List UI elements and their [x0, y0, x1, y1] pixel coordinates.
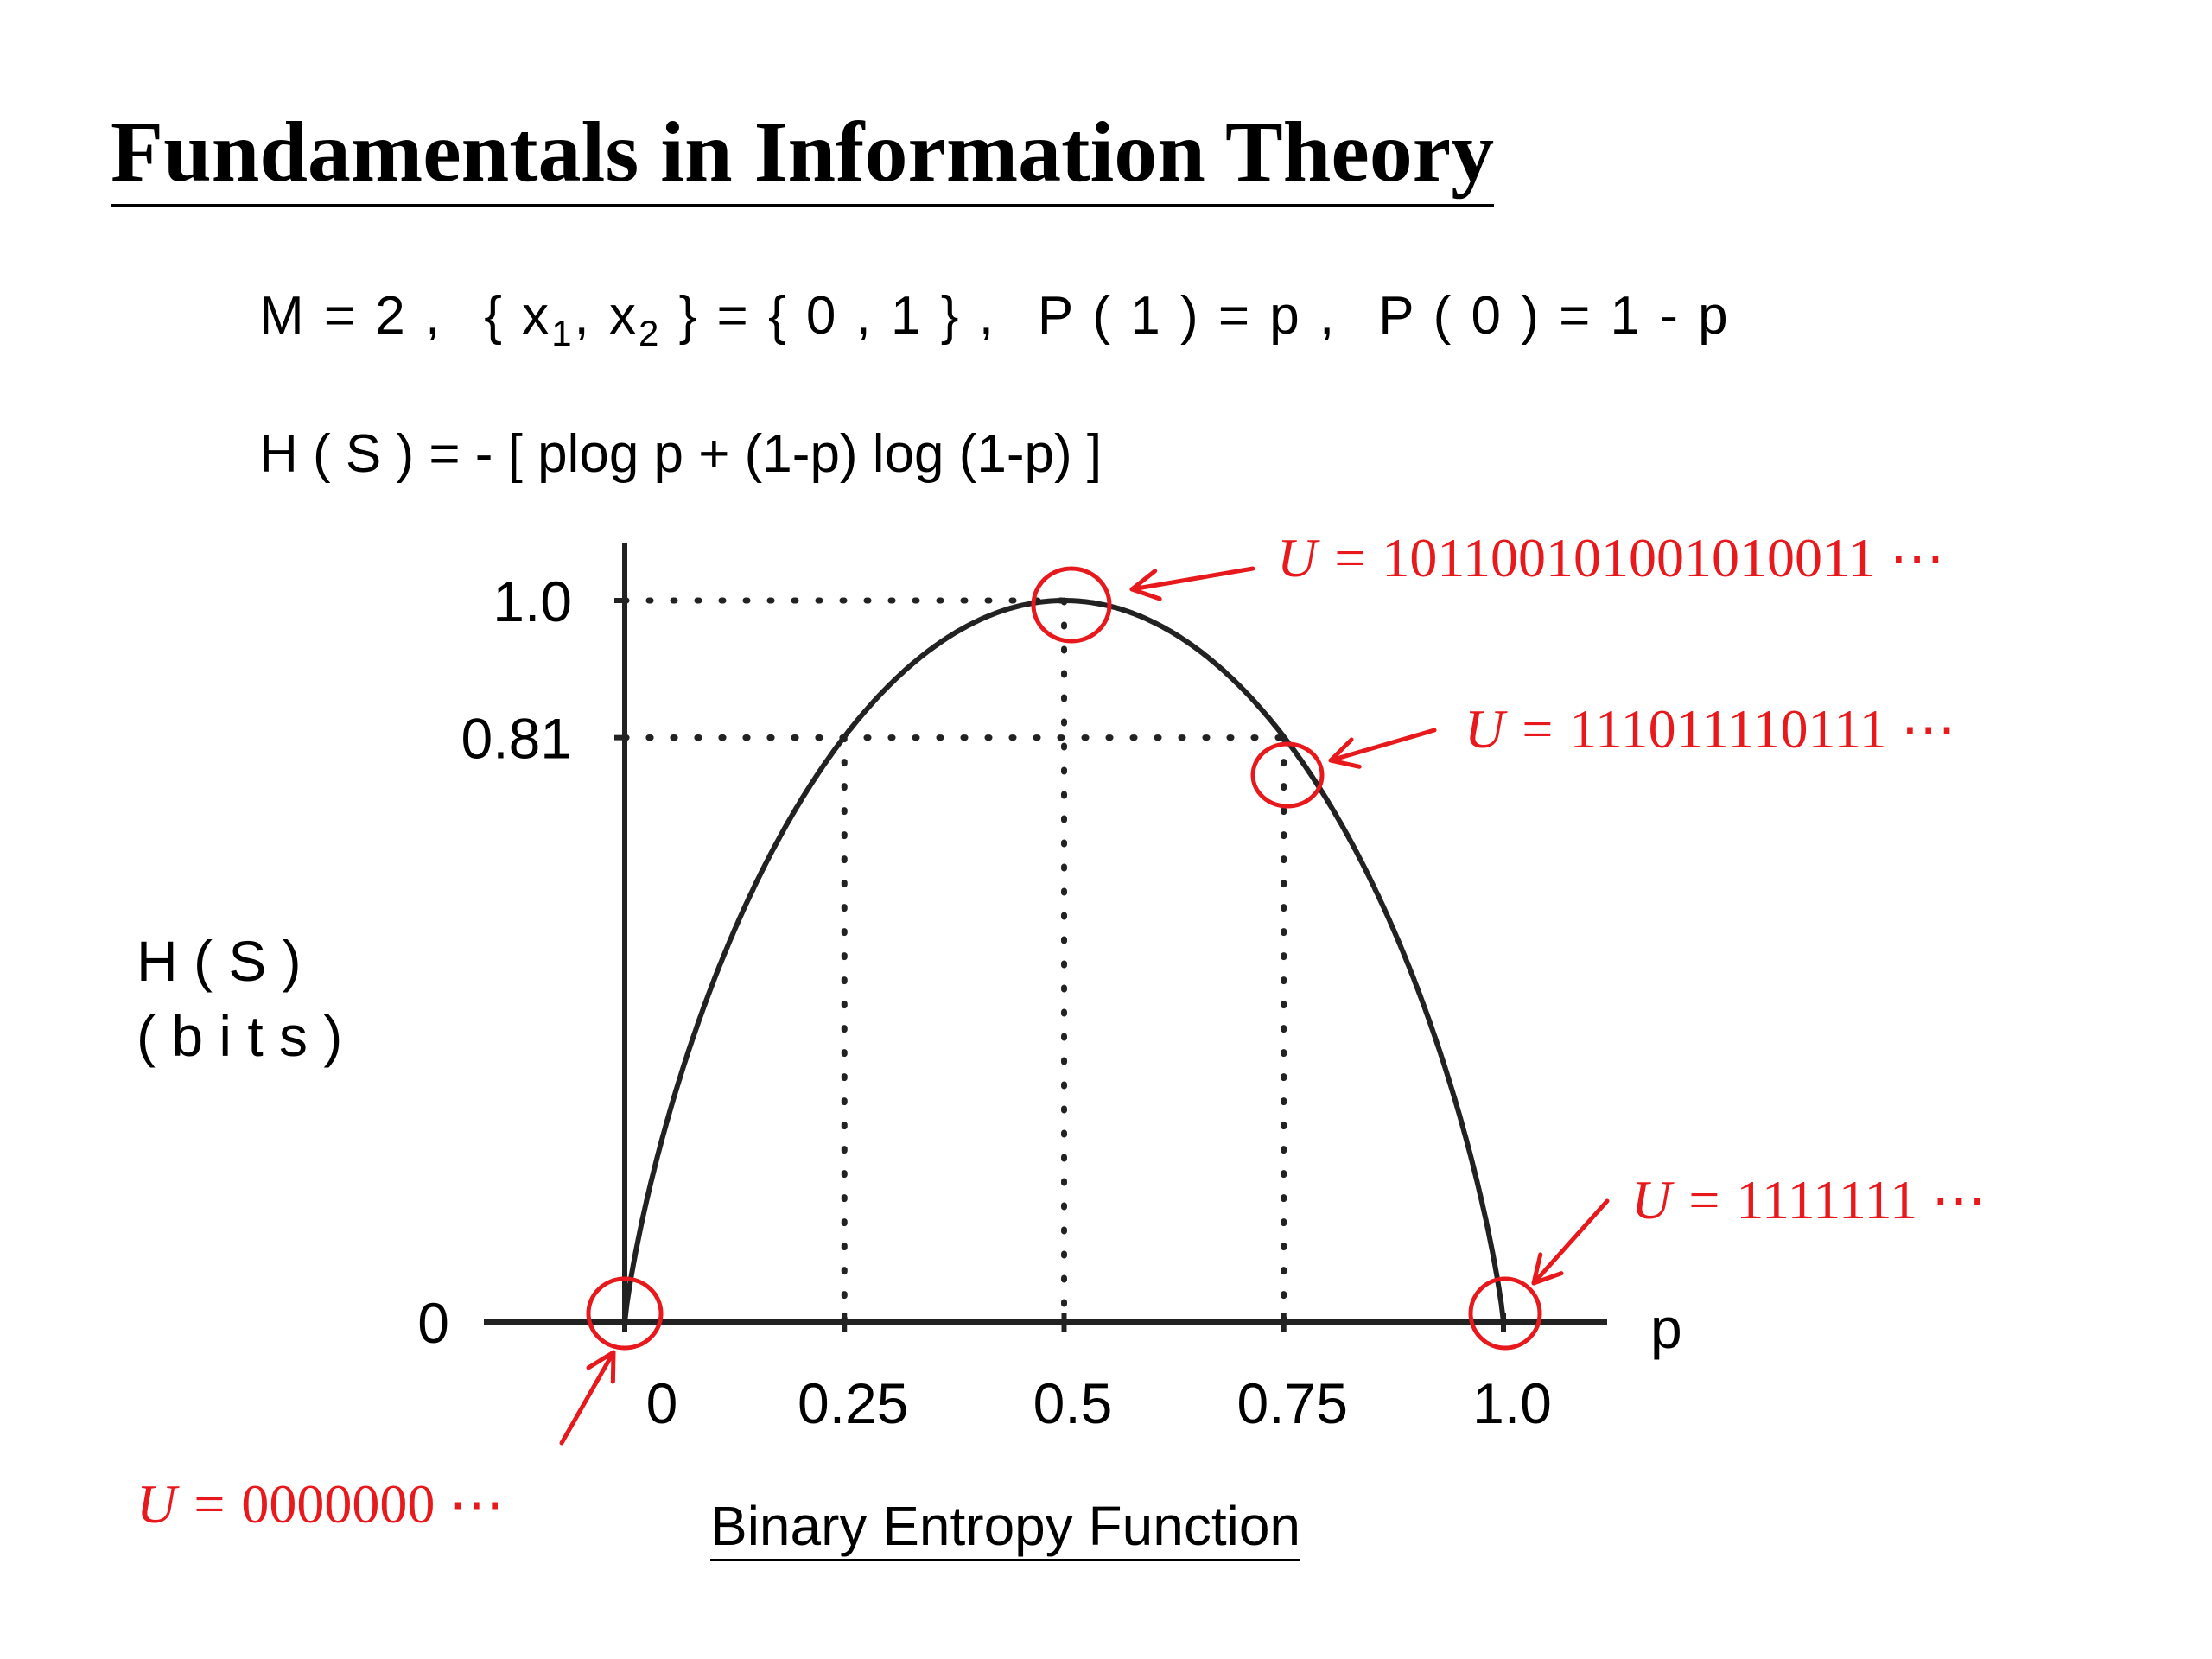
data-point: [1326, 799, 1330, 803]
annotation-circle: [1468, 1276, 1542, 1351]
x-tick-label: 0: [646, 1371, 678, 1435]
u-sequence-label: U = 111011110111 ⋯: [1465, 698, 1956, 760]
y-tick-label: 0.81: [461, 707, 572, 771]
annotation-arrowhead: [1129, 569, 1162, 601]
u-sequence-value: 101100101001010011: [1382, 527, 1875, 588]
u-sequence-value: 0000000: [241, 1473, 435, 1535]
u-symbol: U =: [1277, 527, 1382, 588]
data-point: [755, 880, 759, 884]
set-rest: } = { 0 , 1 } ,: [678, 286, 996, 346]
p0-definition: P ( 0 ) = 1 - p: [1378, 286, 1731, 346]
data-point: [1458, 1114, 1461, 1117]
entropy-curve: [622, 598, 1506, 1324]
data-point: [975, 620, 978, 623]
annotation-arrowhead: [1328, 737, 1362, 769]
data-point: [640, 1218, 644, 1222]
data-point: [1502, 1320, 1505, 1324]
data-point: [931, 646, 934, 650]
annotation-arrowhead: [1531, 1252, 1564, 1286]
u-sequence-label: U = 1111111 ⋯: [1631, 1169, 1986, 1230]
chart-caption: Binary Entropy Function: [710, 1495, 1300, 1561]
data-point: [798, 799, 802, 803]
x-tick-label: 1.0: [1472, 1371, 1552, 1435]
u-sequence-label: U = 101100101001010011 ⋯: [1277, 527, 1945, 588]
x-tick-label: 0.5: [1033, 1371, 1113, 1435]
annotation-circle: [1250, 741, 1325, 809]
entropy-formula: H ( S ) = - [ plog p + (1-p) log (1-p) ]: [259, 424, 1103, 484]
u-ellipsis: ⋯: [1887, 698, 1956, 760]
annotation-arrow: [1129, 566, 1255, 592]
symbol-set: { x1, x2 } = { 0 , 1 } ,: [484, 286, 996, 353]
y-axis-label-line1: H ( S ): [137, 929, 302, 993]
annotation-arrowhead: [586, 1350, 616, 1384]
x-axis-label: p: [1650, 1296, 1682, 1360]
data-point: [1194, 646, 1198, 650]
axis-labels: 0 0.25 0.5 0.75 1.0 0 0.81 1.0 p H ( S ) ( b i t s…: [137, 569, 1682, 1435]
slide-title: Fundamentals in Information Theory: [111, 104, 1495, 207]
x-open: { x: [484, 286, 552, 346]
u-ellipsis: ⋯: [435, 1473, 504, 1535]
data-point: [1282, 735, 1286, 739]
data-point: [1019, 604, 1022, 607]
annotation-arrow: [559, 1350, 616, 1446]
annotations: U = 101100101001010011 ⋯U = 111011110111…: [137, 527, 1986, 1535]
x-tick-label: 0.75: [1237, 1371, 1348, 1435]
m-definition: M = 2 ,: [259, 286, 443, 346]
x1-subscript: 1: [551, 313, 575, 353]
data-point: [1063, 599, 1065, 602]
data-point: [1370, 880, 1373, 884]
axes: [484, 543, 1607, 1332]
u-sequence-label: U = 0000000 ⋯: [137, 1473, 504, 1535]
data-point: [1238, 684, 1242, 688]
data-point: [887, 684, 890, 688]
data-point: [1484, 1218, 1488, 1222]
y-tick-label: 1.0: [493, 569, 572, 633]
u-symbol: U =: [137, 1473, 241, 1535]
y-axis-label-line2: ( b i t s ): [137, 1004, 342, 1068]
annotation-circle: [586, 1276, 664, 1351]
u-sequence-value: 111011110111: [1569, 698, 1886, 760]
annotation-circle: [1031, 566, 1112, 644]
annotation-arrow: [1531, 1198, 1610, 1286]
x-tick-label: 0.25: [798, 1371, 908, 1435]
u-sequence-value: 1111111: [1736, 1169, 1917, 1230]
reference-lines: [621, 597, 1287, 1325]
y-tick-label: 0: [417, 1291, 449, 1355]
data-point: [623, 1320, 626, 1324]
u-ellipsis: ⋯: [1917, 1169, 1986, 1230]
p1-definition: P ( 1 ) = p ,: [1037, 286, 1338, 346]
data-point: [1414, 982, 1417, 985]
probability-definition: M = 2 , { x1, x2 } = { 0 , 1 } , P ( 1 ) =…: [259, 285, 1731, 354]
x-mid: , x: [574, 286, 639, 346]
data-point: [842, 735, 846, 739]
data-point: [632, 1262, 635, 1265]
data-point: [667, 1114, 671, 1117]
u-symbol: U =: [1465, 698, 1569, 760]
x2-subscript: 2: [639, 313, 662, 353]
u-ellipsis: ⋯: [1876, 527, 1945, 588]
u-symbol: U =: [1631, 1169, 1736, 1230]
data-point: [711, 982, 715, 985]
data-point: [1150, 620, 1154, 623]
data-point: [1493, 1262, 1497, 1265]
annotation-arrow: [1328, 728, 1437, 763]
